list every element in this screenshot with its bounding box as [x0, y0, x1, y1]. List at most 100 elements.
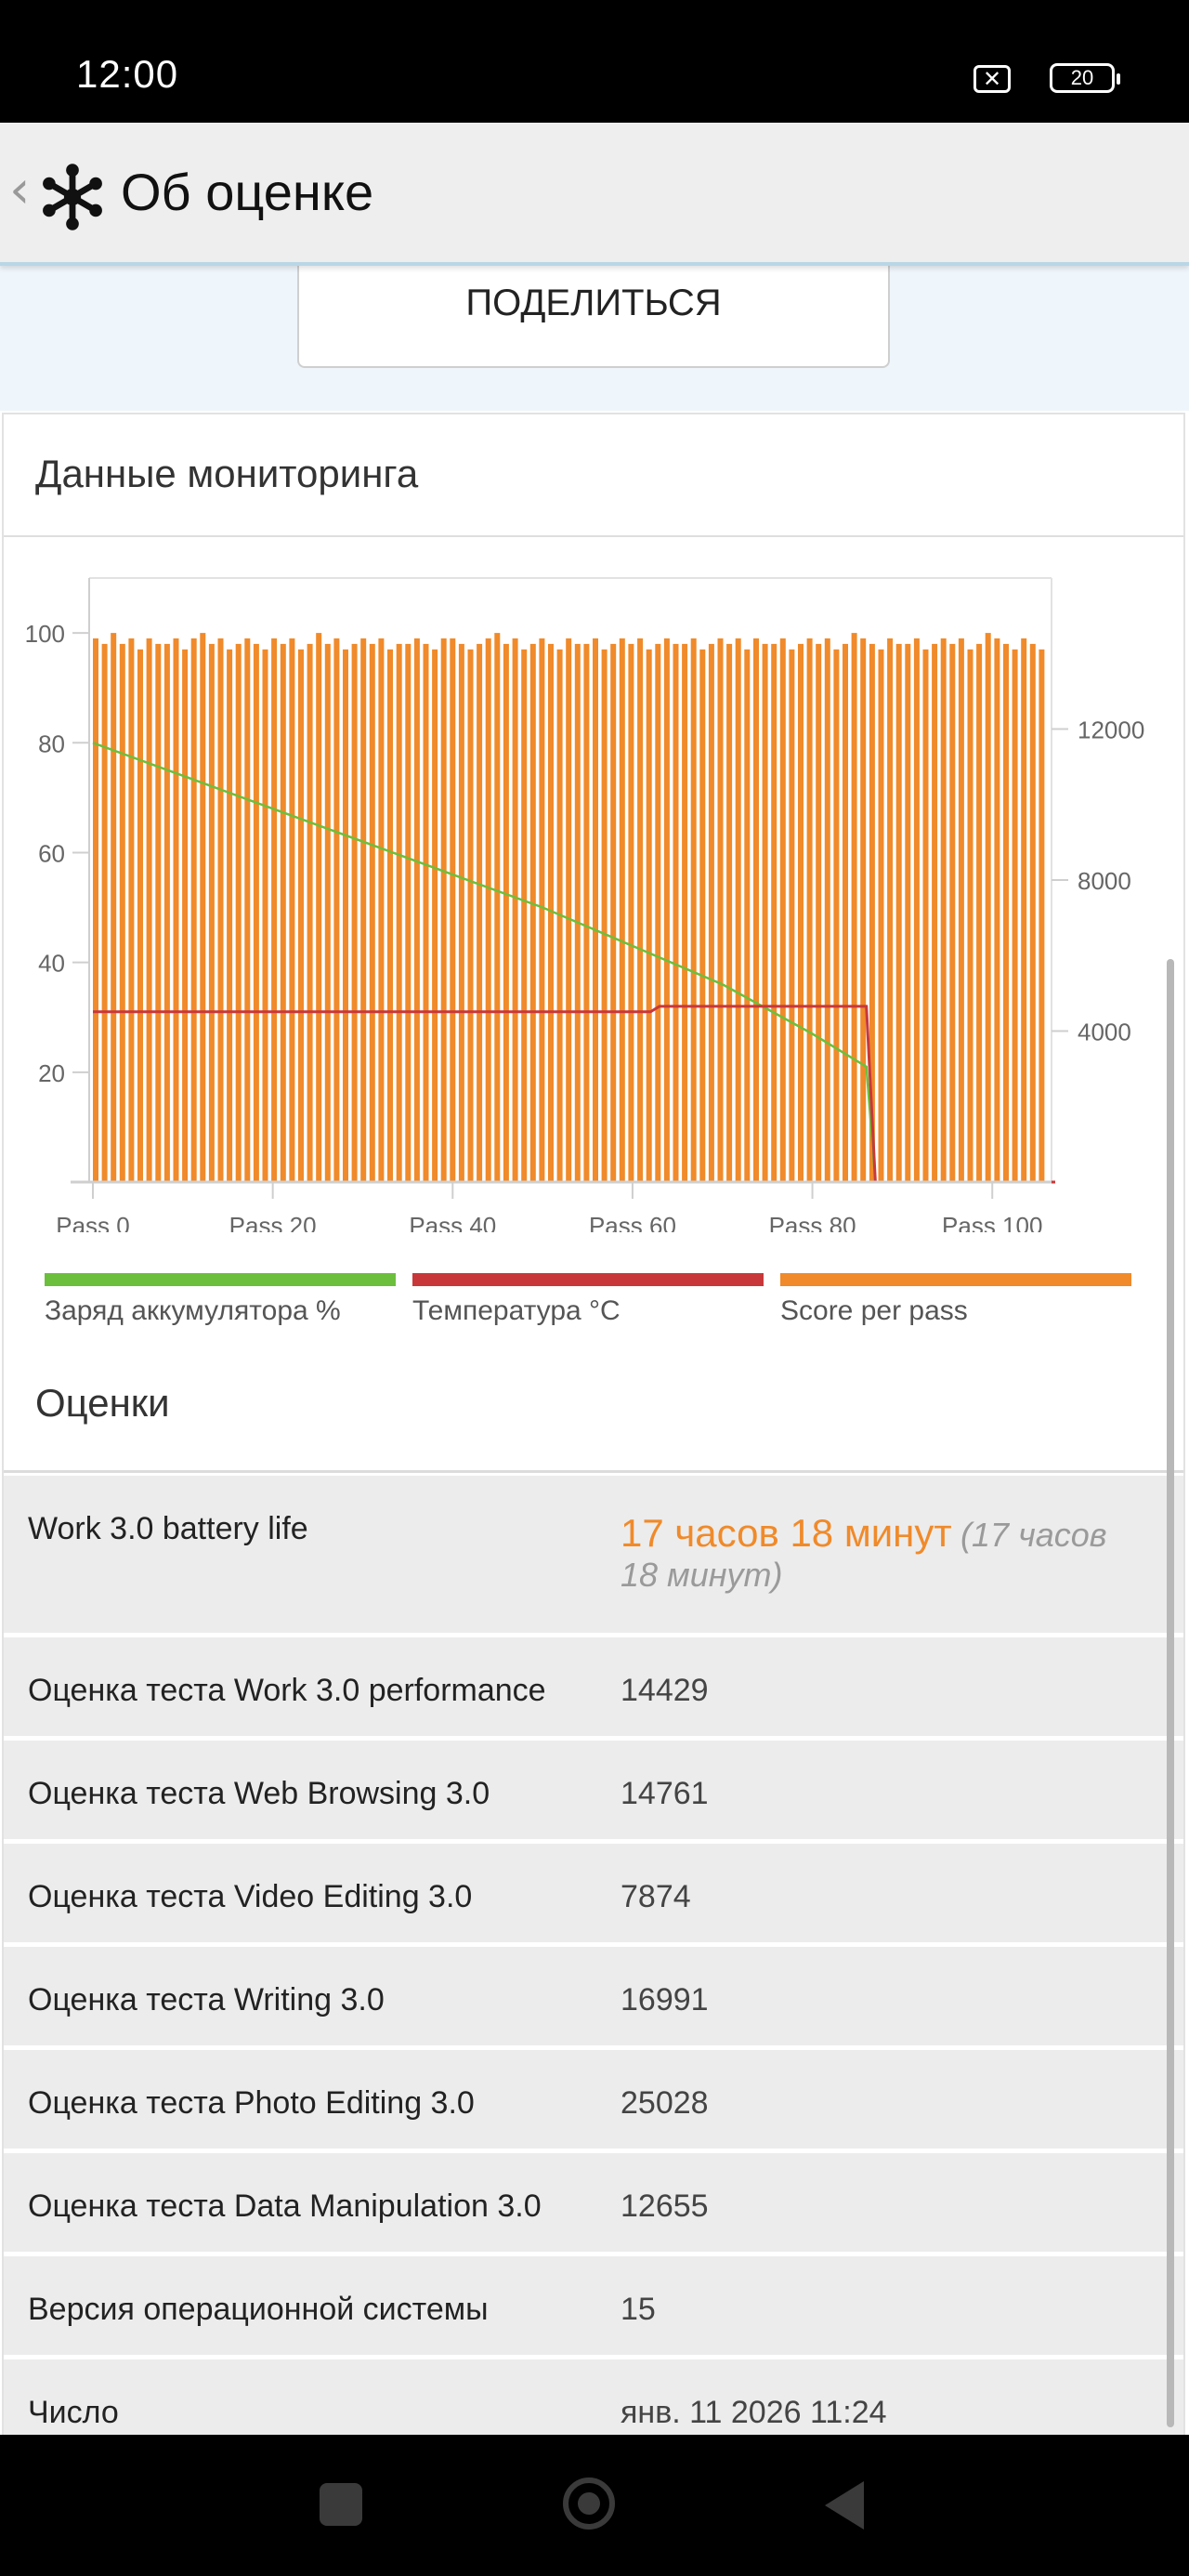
table-row: Оценка теста Work 3.0 performance 14429: [4, 1637, 1183, 1741]
row-value: 16991: [621, 1982, 709, 2017]
score-bar: [494, 633, 501, 1182]
left-tick-label: 40: [38, 950, 65, 978]
row-label: Оценка теста Photo Editing 3.0: [28, 2085, 475, 2121]
score-bar: [450, 638, 456, 1182]
row-label: Оценка теста Data Manipulation 3.0: [28, 2188, 542, 2224]
score-bar: [477, 643, 483, 1182]
score-bar: [423, 643, 429, 1182]
row-value: 25028: [621, 2085, 709, 2121]
left-tick-label: 20: [38, 1059, 65, 1087]
score-bar: [163, 643, 170, 1182]
score-bar: [895, 643, 902, 1182]
page-title: Об оценке: [121, 163, 374, 221]
row-value: 12655: [621, 2188, 709, 2224]
score-bar: [860, 638, 867, 1182]
table-row: Оценка теста Web Browsing 3.0 14761: [4, 1741, 1183, 1844]
score-bar: [101, 643, 108, 1182]
score-bar: [851, 633, 857, 1182]
share-button[interactable]: ПОДЕЛИТЬСЯ: [297, 266, 890, 368]
score-bar: [619, 638, 625, 1182]
legend-label-temperature: Температура °C: [412, 1295, 621, 1326]
score-bar: [735, 638, 741, 1182]
score-bar: [913, 638, 920, 1182]
score-bar: [869, 643, 875, 1182]
score-bar: [905, 643, 911, 1182]
score-bar: [396, 643, 402, 1182]
right-tick-label: 12000: [1078, 716, 1144, 744]
score-bar: [432, 649, 438, 1182]
score-bar: [1003, 643, 1009, 1182]
score-bar: [637, 638, 644, 1182]
score-bar: [985, 633, 991, 1182]
score-bar: [1039, 649, 1045, 1182]
score-bar: [351, 643, 358, 1182]
score-bar: [253, 643, 259, 1182]
divider: [4, 535, 1183, 537]
score-bar: [271, 638, 278, 1182]
score-bar: [119, 643, 125, 1182]
score-bar: [628, 643, 634, 1182]
score-bar: [655, 643, 661, 1182]
x-tick-label: Pass 100: [942, 1212, 1042, 1232]
score-bar: [387, 649, 393, 1182]
score-bar: [173, 638, 179, 1182]
score-bar: [976, 643, 983, 1182]
row-label: Версия операционной системы: [28, 2292, 489, 2327]
score-bar: [708, 643, 714, 1182]
legend-swatch-score: [780, 1273, 1131, 1286]
score-bar: [771, 643, 777, 1182]
table-row: Оценка теста Data Manipulation 3.0 12655: [4, 2153, 1183, 2256]
battery-icon: 20: [1050, 63, 1120, 93]
x-tick-label: Pass 0: [56, 1212, 130, 1232]
app-bar: ‹ Об оценке: [0, 123, 1189, 266]
score-bar: [690, 638, 697, 1182]
home-icon[interactable]: [563, 2477, 615, 2530]
score-bar: [958, 638, 964, 1182]
score-bar: [967, 649, 973, 1182]
table-row: Work 3.0 battery life 17 часов 18 минут …: [4, 1476, 1183, 1637]
legend-item-battery: Заряд аккумулятора %: [45, 1273, 396, 1327]
score-bar: [316, 633, 322, 1182]
legend-label-score: Score per pass: [780, 1295, 968, 1326]
x-tick-label: Pass 40: [409, 1212, 496, 1232]
right-tick-label: 8000: [1078, 867, 1131, 895]
back-chevron-icon[interactable]: ‹: [9, 160, 31, 220]
score-bar: [217, 638, 224, 1182]
score-bar: [182, 649, 189, 1182]
score-bar: [343, 649, 348, 1182]
score-bar: [601, 649, 608, 1182]
score-bar: [922, 649, 929, 1182]
snowflake-logo-icon: [43, 164, 102, 230]
row-label: Оценка теста Web Browsing 3.0: [28, 1776, 490, 1811]
left-tick-label: 100: [25, 620, 65, 648]
score-bar: [717, 638, 724, 1182]
score-bar: [610, 643, 617, 1182]
score-bar: [235, 643, 242, 1182]
score-bar: [539, 638, 545, 1182]
divider: [4, 1470, 1183, 1473]
score-bar: [190, 638, 197, 1182]
score-bar: [779, 638, 786, 1182]
score-bar: [753, 638, 759, 1182]
score-bar: [806, 638, 813, 1182]
score-bar: [111, 633, 117, 1182]
row-label: Оценка теста Video Editing 3.0: [28, 1879, 473, 1914]
scrollbar[interactable]: [1167, 959, 1174, 2427]
score-bar: [816, 643, 822, 1182]
legend-swatch-temperature: [412, 1273, 764, 1286]
score-bar: [789, 649, 795, 1182]
right-tick-label: 4000: [1078, 1019, 1131, 1046]
score-bar: [744, 649, 751, 1182]
monitoring-chart: 20 40 60 80 100 4000 8000 12000 Pass 0 Pass 20 Pas…: [25, 577, 1144, 1232]
score-bar: [262, 649, 268, 1182]
score-bar: [932, 643, 938, 1182]
score-bar: [298, 649, 304, 1182]
recent-apps-icon[interactable]: [320, 2483, 362, 2526]
score-bar: [146, 638, 152, 1182]
battery-life-value: 17 часов 18 минут: [621, 1511, 952, 1555]
row-label: Оценка теста Work 3.0 performance: [28, 1673, 546, 1708]
row-value: 14761: [621, 1776, 709, 1811]
back-icon[interactable]: [825, 2481, 864, 2530]
row-value: 14429: [621, 1673, 709, 1708]
score-bar: [762, 643, 768, 1182]
